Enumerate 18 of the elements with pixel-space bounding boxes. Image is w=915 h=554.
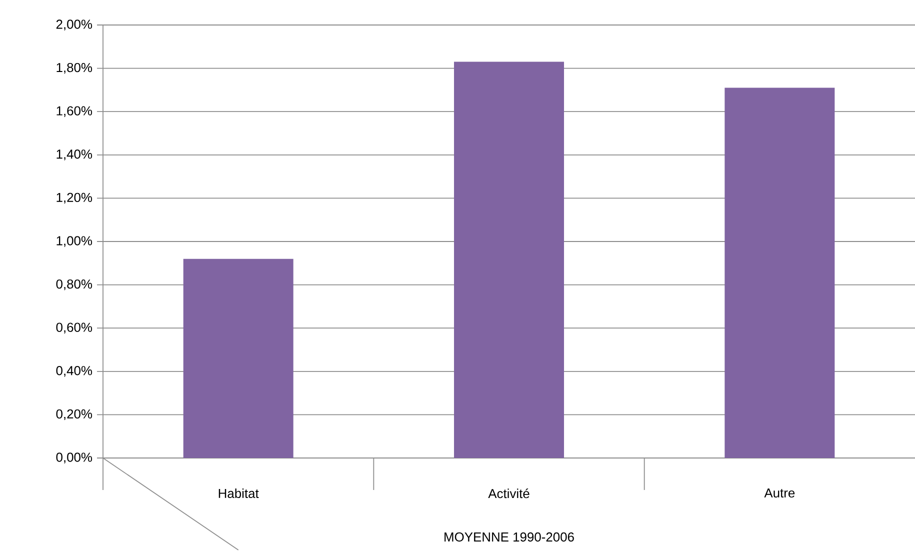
y-tick-label: 0,20% (56, 409, 92, 420)
y-tick-label: 1,20% (56, 192, 92, 204)
y-tick-label: 0,60% (56, 322, 92, 334)
x-tick-label: Activité (488, 488, 530, 498)
bar (183, 258, 294, 458)
x-axis-title: MOYENNE 1990-2006 (444, 532, 574, 542)
y-tick-label: 1,00% (56, 236, 92, 247)
y-tick-label: 2,00% (56, 20, 92, 30)
x-tick-label: Autre (764, 488, 795, 498)
bar (454, 62, 564, 458)
y-tick-label: 1,80% (56, 62, 92, 74)
y-tick-label: 0,40% (56, 366, 92, 377)
y-tick-label: 0,80% (56, 279, 92, 290)
x-tick-label: Habitat (218, 488, 259, 498)
y-tick-label: 1,60% (56, 106, 92, 117)
y-tick-label: 1,40% (56, 150, 92, 160)
y-tick-label: 0,00% (56, 452, 92, 464)
bar (724, 88, 835, 458)
